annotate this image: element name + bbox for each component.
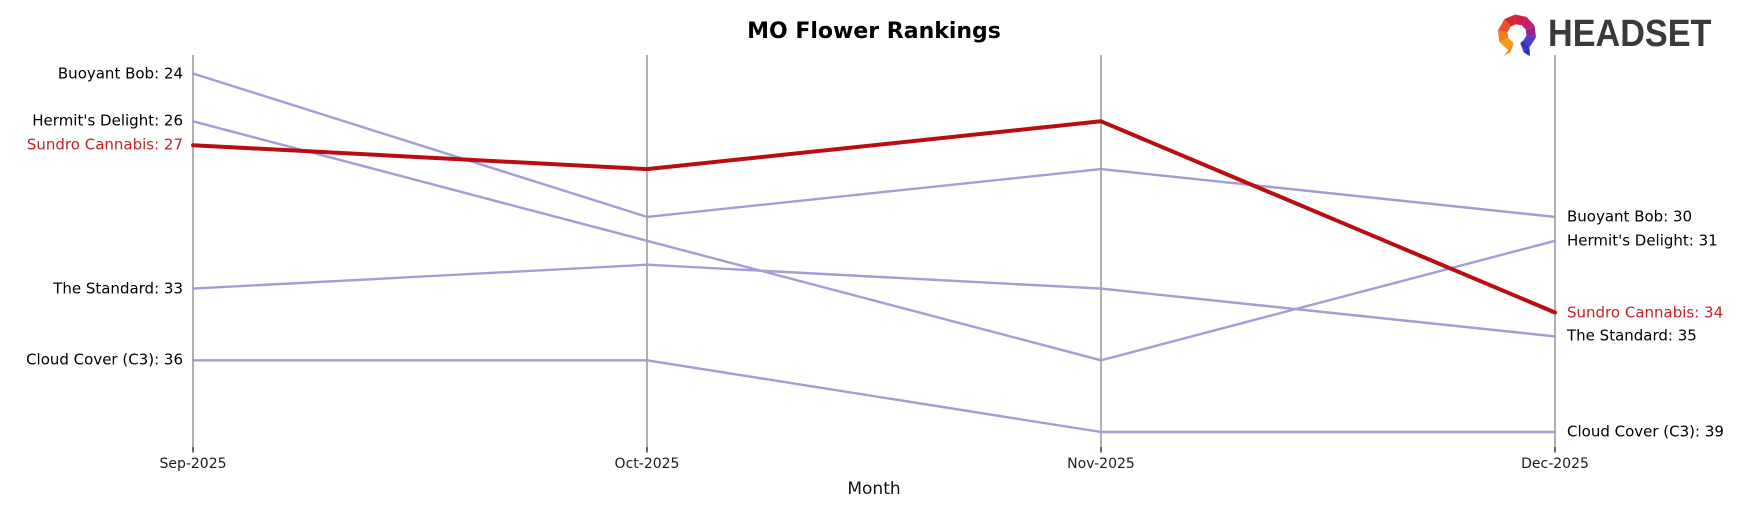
series-label-left: Buoyant Bob: 24	[57, 63, 183, 82]
series-label-left: The Standard: 33	[53, 278, 183, 297]
x-tick-label: Nov-2025	[1067, 456, 1135, 472]
series-label-right: The Standard: 35	[1567, 326, 1697, 345]
series-label-right: Buoyant Bob: 30	[1567, 207, 1693, 226]
x-axis-title: Month	[847, 479, 901, 499]
headset-logo-icon	[1497, 14, 1536, 57]
series-label-left: Sundro Cannabis: 27	[26, 135, 183, 154]
series-line-hermit-s-delight	[191, 120, 1557, 362]
series-label-left: Hermit's Delight: 26	[32, 111, 183, 130]
series-label-left: Cloud Cover (C3): 36	[26, 350, 183, 369]
series-label-right: Sundro Cannabis: 34	[1567, 302, 1724, 321]
series-line-the-standard	[191, 263, 1557, 338]
x-tick-label: Oct-2025	[614, 456, 680, 472]
headset-logo-text: HEADSET	[1548, 12, 1712, 55]
series-line-buoyant-bob	[191, 72, 1557, 219]
series-line-sundro-cannabis	[191, 119, 1557, 315]
series-label-right: Hermit's Delight: 31	[1567, 231, 1718, 250]
chart-title: MO Flower Rankings	[747, 19, 1001, 44]
series-label-right: Cloud Cover (C3): 39	[1567, 422, 1724, 441]
headset-logo: HEADSET	[1494, 8, 1730, 64]
x-tick-label: Sep-2025	[159, 456, 227, 472]
x-tick-label: Dec-2025	[1521, 456, 1589, 472]
series-line-cloud-cover-c3-	[191, 359, 1557, 434]
